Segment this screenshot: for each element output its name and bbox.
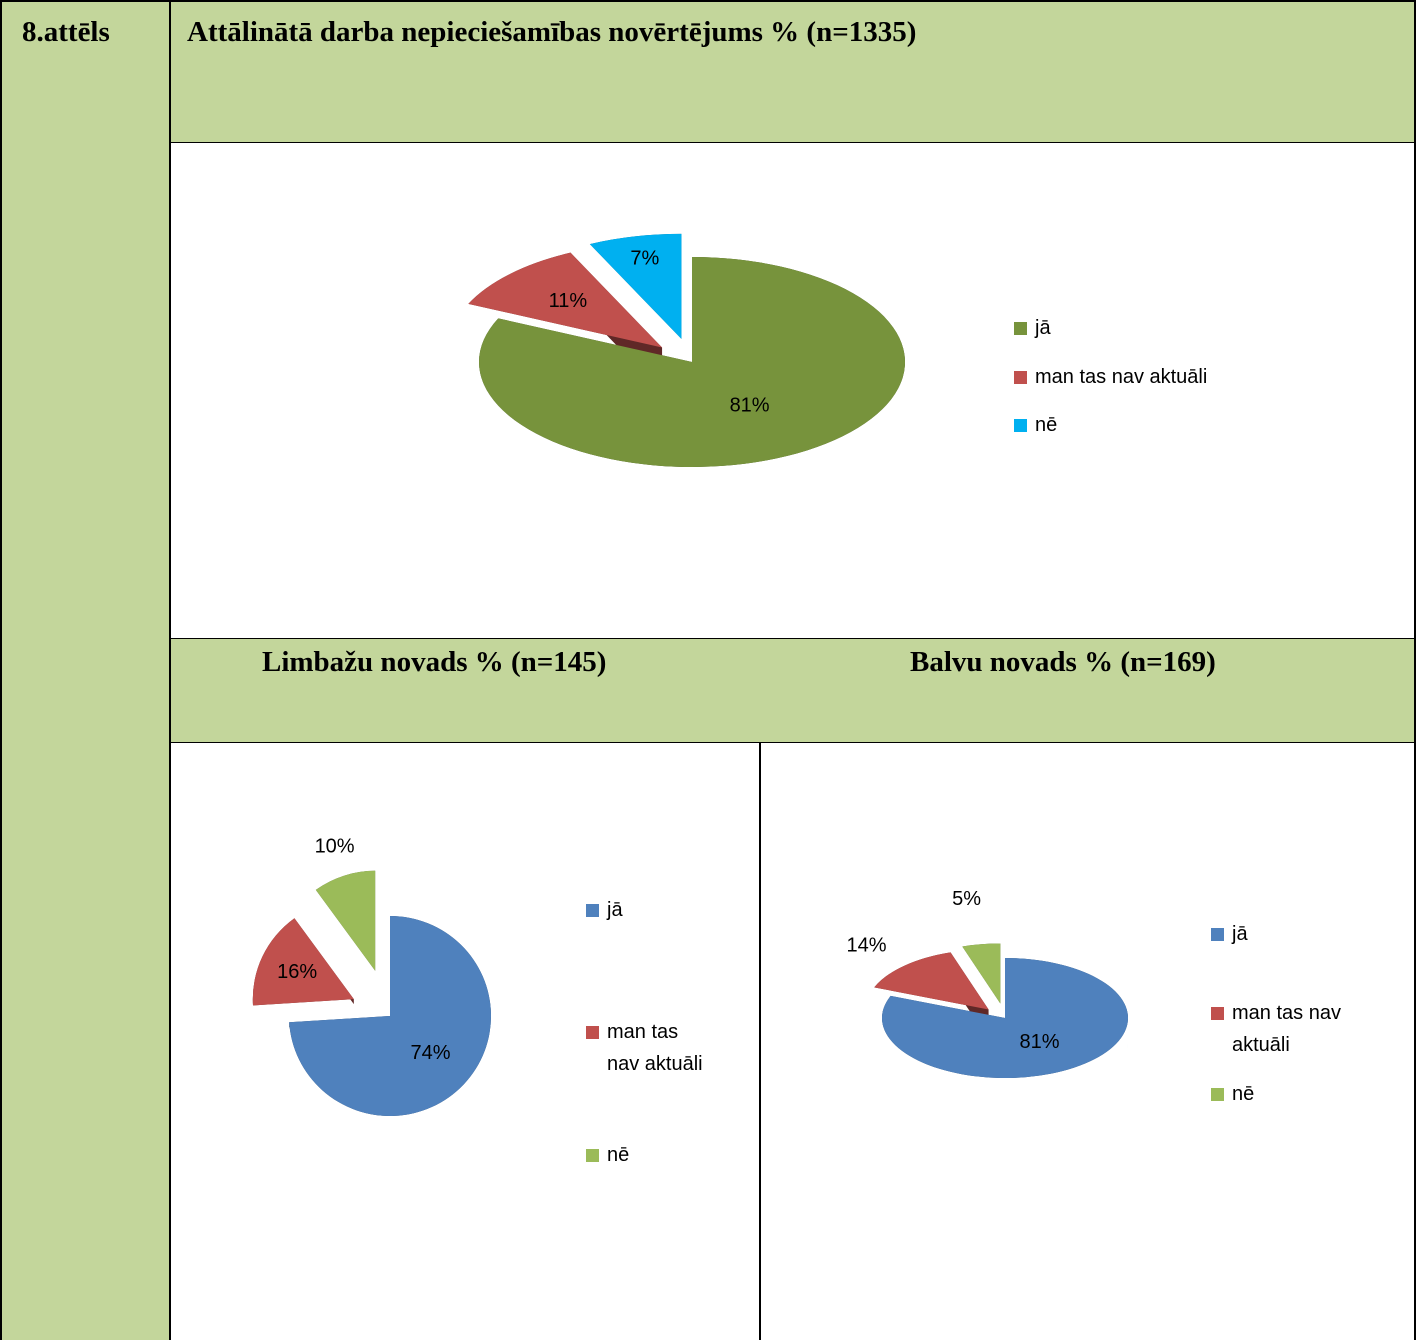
- legend-item: man tas nav aktuāli: [1211, 997, 1382, 1061]
- chart-title: Attālinātā darba nepieciešamības novērtē…: [187, 16, 917, 48]
- header-row: [170, 0, 1416, 142]
- border: [1414, 0, 1416, 1340]
- pie-slice: [468, 252, 663, 348]
- legend-swatch: [1014, 419, 1027, 432]
- legend-item: jā: [586, 894, 707, 926]
- legend-swatch: [586, 1026, 599, 1039]
- legend-item: jā: [1211, 918, 1382, 950]
- legend-item: man tas nav aktuāli: [1014, 361, 1335, 393]
- border: [0, 0, 2, 1340]
- pie-slice: [252, 918, 354, 1006]
- pie-slice: [589, 233, 682, 339]
- chart-title: Limbažu novads % (n=145): [262, 646, 607, 678]
- legend-item: jā: [1014, 312, 1335, 344]
- border: [0, 0, 1416, 2]
- subheader-row: [170, 638, 1416, 742]
- border: [170, 142, 1416, 143]
- data-label: 81%: [1020, 1031, 1060, 1053]
- data-label: 81%: [730, 394, 770, 416]
- legend-swatch: [1211, 1088, 1224, 1101]
- figure-label: 8.attēls: [22, 16, 110, 48]
- data-label: 16%: [277, 961, 317, 983]
- legend-swatch: [1014, 322, 1027, 335]
- border: [170, 742, 1416, 743]
- border: [169, 0, 171, 1340]
- data-label: 11%: [549, 290, 588, 312]
- data-label: 14%: [846, 934, 886, 956]
- pie-slice: [315, 870, 376, 971]
- pie-slice: [882, 958, 1128, 1079]
- legend-item: nē: [586, 1139, 707, 1171]
- legend-swatch: [1211, 928, 1224, 941]
- legend-swatch: [586, 1149, 599, 1162]
- pie-slice: [478, 257, 905, 467]
- data-label: 7%: [630, 247, 659, 269]
- pie-slice: [289, 916, 492, 1116]
- data-label: 5%: [952, 888, 981, 910]
- legend-item: nē: [1211, 1078, 1382, 1110]
- legend-swatch: [1014, 371, 1027, 384]
- border: [759, 742, 761, 1340]
- legend-item: nē: [1014, 409, 1335, 441]
- legend-swatch: [586, 904, 599, 917]
- legend-item: man tas nav aktuāli: [586, 1016, 707, 1080]
- legend-swatch: [1211, 1007, 1224, 1020]
- label-column: [0, 0, 170, 1340]
- chart-title: Balvu novads % (n=169): [910, 646, 1216, 678]
- data-label: 74%: [410, 1042, 450, 1064]
- pie-slice: [962, 943, 1001, 1004]
- border: [170, 638, 1416, 639]
- data-label: 10%: [315, 835, 355, 857]
- pie-slice: [874, 952, 989, 1010]
